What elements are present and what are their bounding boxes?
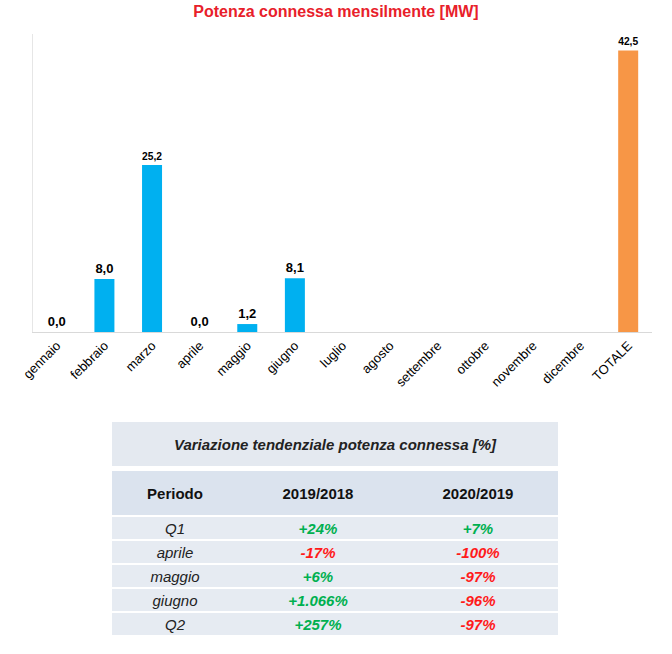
svg-text:maggio: maggio [213, 338, 254, 379]
svg-text:luglio: luglio [317, 338, 349, 370]
svg-text:ottobre: ottobre [453, 338, 492, 377]
html-text:aprile: aprile [156, 543, 194, 561]
html-text:Q2: Q2 [165, 615, 185, 633]
html-text:Variazione tendenziale potenza: Variazione tendenziale potenza connessa … [174, 435, 496, 453]
svg-text:25,2: 25,2 [142, 151, 162, 162]
svg-text:0,0: 0,0 [191, 314, 209, 329]
html-text:maggio: maggio [150, 567, 200, 585]
svg-text:TOTALE: TOTALE [589, 338, 635, 384]
html-text:-97%: -97% [460, 567, 496, 585]
svg-text:42,5: 42,5 [618, 36, 638, 47]
svg-text:settembre: settembre [393, 338, 444, 389]
html-text:Periodo: Periodo [147, 484, 203, 502]
html-text:2019/2018: 2019/2018 [282, 484, 354, 502]
html-text:+7%: +7% [462, 519, 494, 537]
svg-text:giugno: giugno [263, 338, 301, 376]
html-text:-97%: -97% [460, 615, 496, 633]
html-text:giugno: giugno [152, 591, 198, 609]
svg-text:marzo: marzo [123, 338, 159, 374]
svg-text:aprile: aprile [173, 338, 206, 371]
svg-text:1,2: 1,2 [238, 306, 256, 321]
html-text:-100%: -100% [456, 543, 500, 561]
html-text:+24%: +24% [298, 519, 338, 537]
html-text:Q1: Q1 [165, 519, 185, 537]
html-text:-17%: -17% [300, 543, 336, 561]
svg-text:dicembre: dicembre [539, 338, 587, 386]
svg-text:8,1: 8,1 [286, 260, 304, 275]
html-text:+1.066%: +1.066% [288, 591, 348, 609]
svg-text:8,0: 8,0 [95, 261, 113, 276]
svg-text:novembre: novembre [488, 338, 539, 389]
html-text:+257%: +257% [294, 615, 342, 633]
svg-text:agosto: agosto [359, 338, 397, 376]
html-text:+6%: +6% [302, 567, 334, 585]
svg-text:febbraio: febbraio [67, 338, 111, 382]
html-text:2020/2019: 2020/2019 [442, 484, 514, 502]
svg-text:Potenza connessa mensilmente [: Potenza connessa mensilmente [MW] [193, 3, 478, 20]
svg-text:0,0: 0,0 [48, 314, 66, 329]
html-text:-96%: -96% [460, 591, 496, 609]
svg-text:gennaio: gennaio [20, 338, 63, 381]
